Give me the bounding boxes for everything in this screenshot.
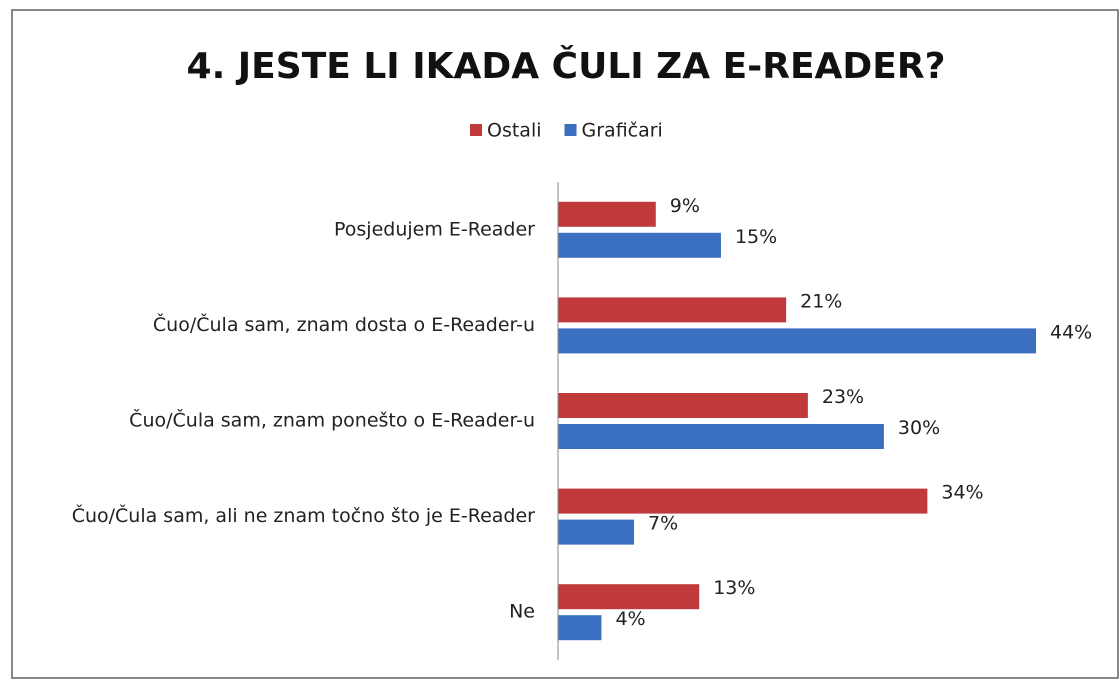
bar xyxy=(558,201,656,227)
bar xyxy=(558,393,808,418)
value-label: 34% xyxy=(941,482,983,504)
bar xyxy=(558,615,602,641)
value-label: 15% xyxy=(735,226,777,248)
value-label: 7% xyxy=(648,513,678,535)
y-tick-label: Čuo/Čula sam, znam dosta o E-Reader-u xyxy=(153,312,535,336)
bar xyxy=(558,424,884,449)
bar xyxy=(558,297,787,323)
value-label: 9% xyxy=(670,195,700,217)
chart-title: 4. JESTE LI IKADA ČULI ZA E-READER? xyxy=(187,45,946,87)
value-label: 13% xyxy=(713,577,755,599)
bar xyxy=(558,328,1036,354)
value-label: 44% xyxy=(1050,321,1092,343)
bar xyxy=(558,232,721,258)
y-tick-label: Posjedujem E-Reader xyxy=(334,218,535,240)
bar xyxy=(558,488,928,514)
value-label: 30% xyxy=(898,417,940,439)
value-label: 23% xyxy=(822,386,864,408)
legend-label: Ostali xyxy=(487,120,542,142)
y-tick-label: Čuo/Čula sam, ali ne znam točno što je E… xyxy=(72,503,535,527)
value-label: 21% xyxy=(800,290,842,312)
value-label: 4% xyxy=(615,608,645,630)
legend-swatch xyxy=(564,124,577,136)
bar xyxy=(558,519,635,545)
bar xyxy=(558,584,700,610)
legend-swatch xyxy=(470,124,482,136)
legend-label: Grafičari xyxy=(582,120,663,142)
y-tick-label: Ne xyxy=(509,601,535,623)
y-tick-label: Čuo/Čula sam, znam ponešto o E-Reader-u xyxy=(129,408,535,432)
